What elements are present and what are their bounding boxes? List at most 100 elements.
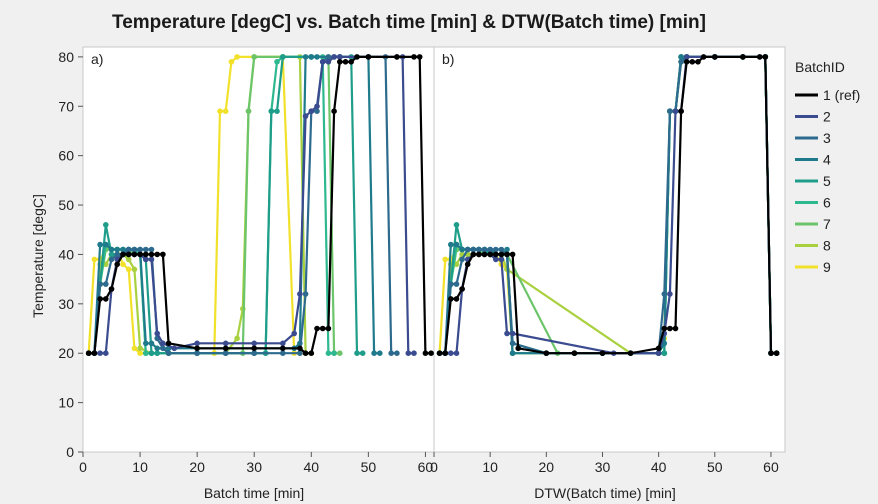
data-point-a xyxy=(148,246,155,253)
data-point-b xyxy=(504,251,510,258)
data-point-a xyxy=(428,350,434,357)
data-point-b xyxy=(695,59,701,65)
data-point-b xyxy=(678,54,684,60)
legend-entry: 9 xyxy=(823,259,831,275)
data-point-a xyxy=(137,251,143,258)
data-point-a xyxy=(325,325,332,332)
data-point-b xyxy=(571,350,578,357)
y-tick-label: 30 xyxy=(58,296,74,312)
data-point-b xyxy=(712,54,718,60)
data-point-a xyxy=(251,340,257,347)
data-point-b xyxy=(464,261,471,268)
data-point-a xyxy=(394,54,400,60)
data-point-a xyxy=(280,350,286,357)
data-point-a xyxy=(160,340,166,347)
x-tick-label-a: 50 xyxy=(361,459,377,475)
data-point-a xyxy=(131,266,138,273)
data-point-a xyxy=(125,266,132,273)
legend-entry: 2 xyxy=(823,109,831,125)
data-point-a xyxy=(371,350,377,357)
data-point-b xyxy=(678,59,684,65)
data-point-a xyxy=(308,350,315,357)
data-point-a xyxy=(85,350,92,357)
data-point-a xyxy=(337,350,343,357)
legend-entry: 3 xyxy=(823,130,831,146)
data-point-b xyxy=(678,108,684,114)
data-point-a xyxy=(348,59,355,65)
data-point-a xyxy=(297,345,303,352)
data-point-a xyxy=(103,241,109,248)
data-point-a xyxy=(302,113,309,119)
data-point-a xyxy=(251,54,257,60)
data-point-b xyxy=(481,246,488,253)
data-point-b xyxy=(509,340,516,347)
data-point-a xyxy=(251,345,257,352)
data-point-b xyxy=(476,246,482,253)
y-tick-label: 80 xyxy=(58,49,74,65)
data-point-b xyxy=(476,251,482,258)
data-point-a xyxy=(274,108,280,114)
data-point-a xyxy=(125,246,132,253)
data-point-a xyxy=(143,350,149,357)
y-tick-label: 0 xyxy=(66,444,74,460)
data-point-a xyxy=(314,103,320,110)
data-point-a xyxy=(222,340,229,347)
x-tick-label-b: 0 xyxy=(430,459,438,475)
x-axis-label-b: DTW(Batch time) [min] xyxy=(534,485,676,501)
data-point-b xyxy=(768,350,774,357)
data-point-a xyxy=(148,350,155,357)
data-point-a xyxy=(137,350,143,357)
data-point-a xyxy=(148,256,155,263)
data-point-a xyxy=(280,54,286,60)
data-point-b xyxy=(487,246,494,253)
legend-entry: 4 xyxy=(823,152,831,168)
data-point-a xyxy=(302,291,309,297)
data-point-a xyxy=(154,345,160,352)
x-tick-label-b: 10 xyxy=(482,459,498,475)
data-point-b xyxy=(453,296,460,302)
data-point-a xyxy=(411,350,417,357)
data-point-a xyxy=(268,108,275,114)
data-point-b xyxy=(493,251,499,258)
data-point-b xyxy=(667,325,673,332)
data-point-b xyxy=(442,256,449,263)
data-point-a xyxy=(103,296,109,302)
x-tick-label-a: 0 xyxy=(79,459,87,475)
data-point-b xyxy=(498,251,505,258)
legend-entry: 5 xyxy=(823,173,831,189)
data-point-b xyxy=(442,350,449,357)
data-point-a xyxy=(120,251,126,258)
data-point-a xyxy=(388,350,395,357)
y-tick-label: 20 xyxy=(58,345,74,361)
data-point-b xyxy=(470,246,477,253)
data-point-a xyxy=(314,325,320,332)
data-point-a xyxy=(297,350,303,357)
data-point-a xyxy=(160,345,166,352)
data-point-a xyxy=(222,108,229,114)
data-point-b xyxy=(498,246,505,253)
data-point-a xyxy=(377,350,383,357)
data-point-a xyxy=(154,251,160,258)
data-point-a xyxy=(331,54,337,60)
data-point-a xyxy=(331,350,337,357)
data-point-a xyxy=(194,345,200,352)
data-point-a xyxy=(337,54,343,60)
data-point-b xyxy=(464,246,471,253)
data-point-a xyxy=(103,350,109,357)
data-point-a xyxy=(314,108,320,114)
data-point-b xyxy=(453,222,460,228)
data-point-a xyxy=(234,335,240,342)
x-axis-label-a: Batch time [min] xyxy=(204,485,304,501)
data-point-a xyxy=(222,345,229,352)
data-point-a xyxy=(325,350,332,357)
data-point-a xyxy=(91,256,98,263)
data-point-a xyxy=(308,108,315,114)
legend-title: BatchID xyxy=(795,59,845,75)
x-tick-label-b: 30 xyxy=(595,459,611,475)
data-point-b xyxy=(661,350,668,357)
x-tick-label-b: 20 xyxy=(539,459,555,475)
data-point-a xyxy=(108,286,115,292)
data-point-a xyxy=(97,241,103,248)
